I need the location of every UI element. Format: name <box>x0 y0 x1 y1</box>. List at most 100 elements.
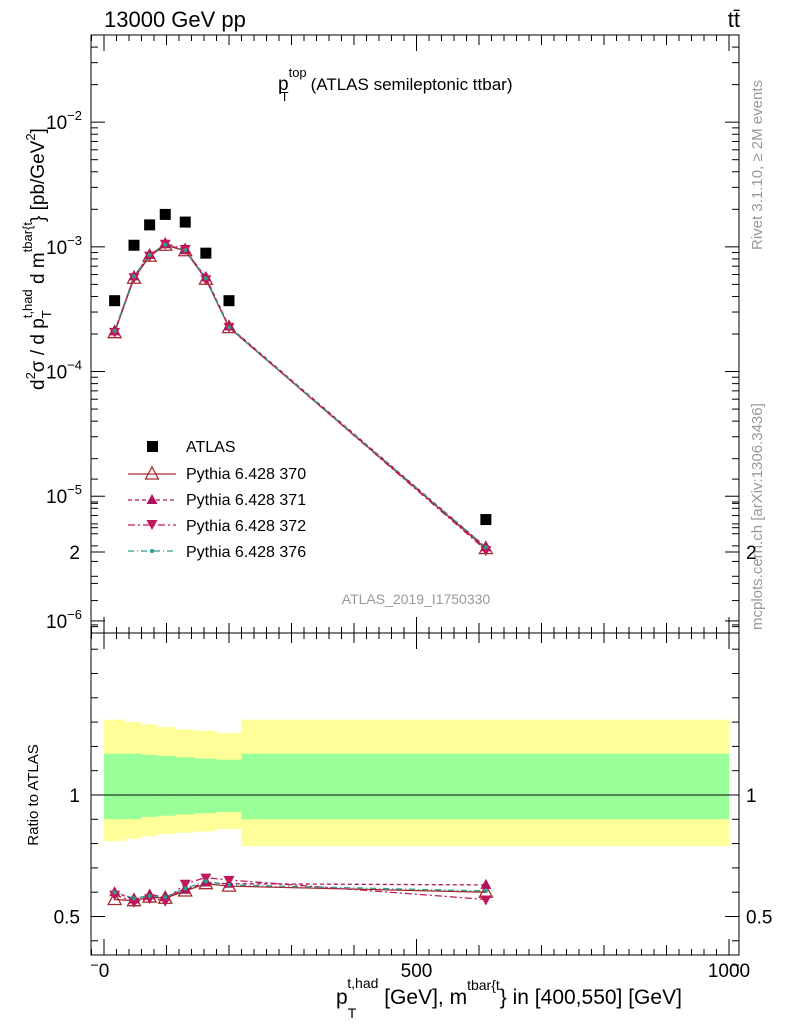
main-marker-s4-p3 <box>163 242 168 247</box>
energy-label: 13000 GeV pp <box>104 7 246 32</box>
ratio-frame <box>90 632 740 956</box>
main-marker-s4-p1 <box>132 274 136 279</box>
legend-label-371: Pythia 6.428 371 <box>186 492 306 509</box>
plot-title: ptop T (ATLAS semileptonic ttbar) <box>278 65 512 104</box>
mcplots-label: mcplots.cern.ch [arXiv:1306.3436] <box>749 403 766 630</box>
band-inner-2 <box>141 754 158 817</box>
xtick-label-0: 0 <box>99 961 110 982</box>
analysis-id: ATLAS_2019_I1750330 <box>342 591 491 607</box>
ratio-marker-s4-p0 <box>112 890 117 895</box>
ratio-marker-s4-p7 <box>483 888 488 893</box>
ratio-curve-1 <box>114 883 486 902</box>
title-main: p <box>278 74 289 95</box>
legend-marker-atlas <box>147 441 158 452</box>
main-marker-s0-p7 <box>480 514 492 526</box>
ratio-marker-s4-p1 <box>132 896 136 901</box>
ylabel-part-5: d m <box>28 252 49 289</box>
ylabel-part-2: σ / d p <box>28 318 49 372</box>
xtick-label-2: 1000 <box>708 961 750 982</box>
main-ytick-label-2: 10−4 <box>46 358 82 384</box>
ratio-marker-s1-p0 <box>107 891 123 906</box>
ratio-marker-s3-p1 <box>128 897 140 908</box>
ratio-ylabel: Ratio to ATLAS <box>25 744 42 845</box>
band-inner-4 <box>175 757 195 815</box>
ylabel-part-0: d <box>28 379 49 390</box>
main-marker-s0-p2 <box>144 219 156 231</box>
band-inner-0 <box>104 753 126 820</box>
ratio-ytick-label-left-2: 2 <box>69 543 80 564</box>
xlabel-part-4: tbar{t <box>467 977 500 993</box>
ylabel-part-4: t,had <box>20 289 35 318</box>
ratio-marker-s3-p3 <box>159 896 171 907</box>
xtick-label-1: 500 <box>401 961 433 982</box>
main-ytick-base-3: 10 <box>46 238 67 259</box>
main-ytick-label-0: 10−6 <box>46 607 82 633</box>
ratio-curve-3 <box>114 876 486 903</box>
xlabel-part-3: [GeV], m <box>378 986 467 1009</box>
ratio-marker-s4-p4 <box>183 886 188 891</box>
ylabel-part-9: ] <box>28 128 49 133</box>
ratio-marker-s4-p3 <box>163 895 168 900</box>
main-ylabel: d2σ / d pTt,had d mtbar{t} [pb/GeV2] <box>20 128 54 390</box>
ratio-marker-s4-p6 <box>227 882 231 887</box>
xlabel: pTt,had [GeV], mtbar{t} in [400,550] [Ge… <box>336 975 682 1021</box>
ratio-marker-s3-p7 <box>480 895 492 906</box>
main-ytick-exp-4: −2 <box>67 108 82 123</box>
main-marker-s0-p4 <box>179 216 191 228</box>
ratio-marker-s3-p0 <box>109 890 121 901</box>
main-ytick-base-4: 10 <box>46 113 67 134</box>
band-inner-1 <box>125 753 142 820</box>
data-markers <box>107 208 494 908</box>
main-ytick-exp-1: −5 <box>67 482 82 497</box>
ylabel-part-3: T <box>39 310 54 318</box>
ratio-ytick-label-right-1: 1 <box>746 786 757 807</box>
main-marker-s4-p2 <box>147 253 152 258</box>
ratio-marker-s2-p7 <box>480 878 492 889</box>
title-sub: T <box>281 89 289 104</box>
band-inner-7 <box>241 753 729 820</box>
main-marker-s0-p0 <box>109 295 121 307</box>
title-sup: top <box>289 65 307 80</box>
ratio-ytick-label-right-0: 0.5 <box>746 908 772 929</box>
ratio-uncertainty-bands <box>104 719 729 847</box>
main-marker-s0-p1 <box>128 239 140 251</box>
legend-label-372: Pythia 6.428 372 <box>186 518 306 535</box>
main-ytick-exp-0: −6 <box>67 607 82 622</box>
band-inner-5 <box>194 758 217 814</box>
ylabel-part-7: } [pb/GeV <box>28 140 49 222</box>
main-marker-s4-p6 <box>227 325 231 330</box>
rivet-label: Rivet 3.1.10, ≥ 2M events <box>749 80 766 250</box>
legend-label-376: Pythia 6.428 376 <box>186 544 306 561</box>
main-curve-4 <box>114 244 487 548</box>
main-ytick-exp-2: −4 <box>67 358 82 373</box>
main-marker-s3-p0 <box>109 327 121 338</box>
ratio-marker-s3-p4 <box>179 879 191 890</box>
ratio-ytick-label-left-1: 1 <box>69 786 80 807</box>
main-marker-s0-p3 <box>159 208 171 220</box>
axis-ticks: 10−610−510−410−310−20.5 0.51 12 20 500 1000 <box>46 34 772 982</box>
band-inner-3 <box>157 756 176 816</box>
legend-label-atlas: ATLAS <box>186 439 236 456</box>
xlabel-part-0: p <box>336 986 348 1009</box>
ratio-marker-s3-p6 <box>223 876 235 887</box>
main-marker-s3-p7 <box>480 546 492 557</box>
main-marker-s0-p5 <box>200 247 212 259</box>
main-ytick-exp-3: −3 <box>67 233 82 248</box>
ratio-ytick-label-right-2: 2 <box>746 543 757 564</box>
legend: ATLAS Pythia 6.428 370 Pythia 6.428 371 … <box>128 439 306 561</box>
main-marker-s4-p5 <box>203 276 208 281</box>
ylabel-part-8: 2 <box>23 133 38 140</box>
main-marker-s4-p7 <box>483 545 488 550</box>
legend-label-370: Pythia 6.428 370 <box>186 466 306 483</box>
xlabel-part-2: t,had <box>347 975 378 991</box>
main-marker-s4-p4 <box>183 248 188 253</box>
main-ytick-base-2: 10 <box>46 363 67 384</box>
ratio-marker-s3-p2 <box>144 894 156 905</box>
legend-marker-370 <box>144 465 160 480</box>
main-ytick-label-1: 10−5 <box>46 482 82 508</box>
title-rest: (ATLAS semileptonic ttbar) <box>311 75 513 94</box>
ratio-ytick-label-left-0: 0.5 <box>54 908 80 929</box>
legend-marker-371 <box>146 494 158 504</box>
ratio-marker-s4-p2 <box>147 893 152 898</box>
